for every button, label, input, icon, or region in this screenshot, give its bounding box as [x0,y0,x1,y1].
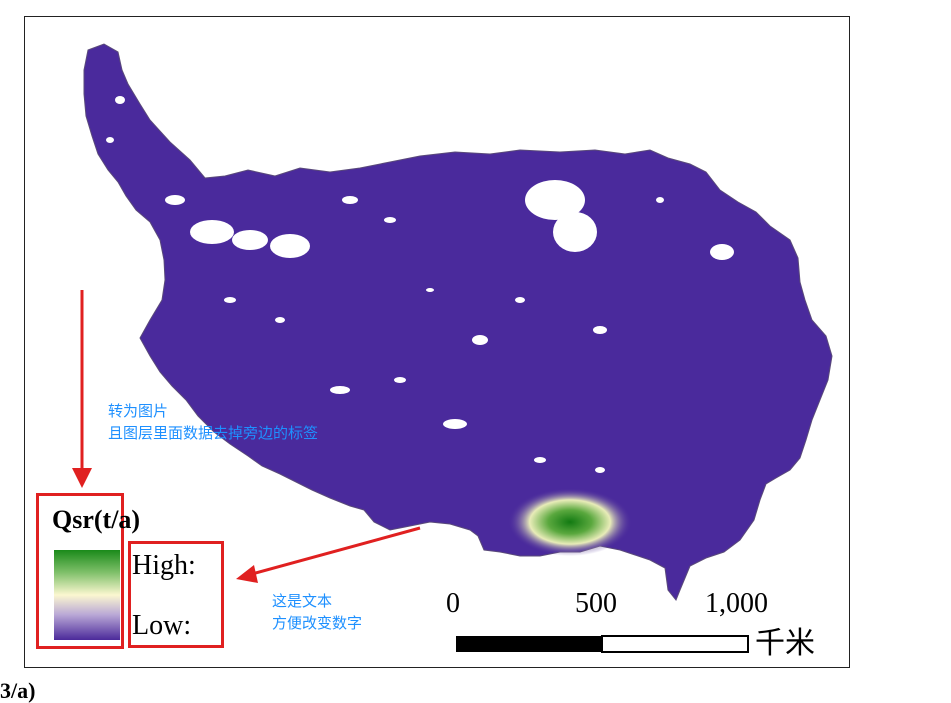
note-convert-image: 转为图片 且图层里面数据去掉旁边的标签 [108,400,318,444]
note-text-editable-line1: 这是文本 [272,592,333,610]
scale-tick-500: 500 [575,588,617,619]
plateau-region [83,43,833,601]
scale-bar-white-segment [601,635,749,653]
high-value-hotspot [508,488,632,556]
legend-low-label: Low: [132,610,192,641]
bottom-cropped-text: 3/a) [0,678,36,703]
annotation-arrows [72,290,421,583]
note-convert-image-line1: 转为图片 [108,402,169,420]
note-text-editable: 这是文本 方便改变数字 [272,590,362,634]
labels-highlight-box [128,541,224,648]
scale-bar [456,635,749,653]
arrow-left-line [251,526,421,576]
scale-unit: 千米 [755,626,815,661]
arrow-left-head [236,565,258,583]
legend-highlight-box [36,493,124,649]
legend-color-ramp [54,550,120,640]
arrow-down-head [72,468,92,488]
no-data-patches [106,96,734,473]
scale-bar-black-segment [456,636,602,652]
note-text-editable-line2: 方便改变数字 [272,614,363,632]
scale-tick-0: 0 [446,588,460,619]
legend-title: Qsr(t/a) [52,505,141,534]
note-convert-image-line2: 且图层里面数据去掉旁边的标签 [108,424,319,442]
legend-high-label: High: [132,550,196,581]
scale-tick-1000: 1,000 [705,588,768,619]
